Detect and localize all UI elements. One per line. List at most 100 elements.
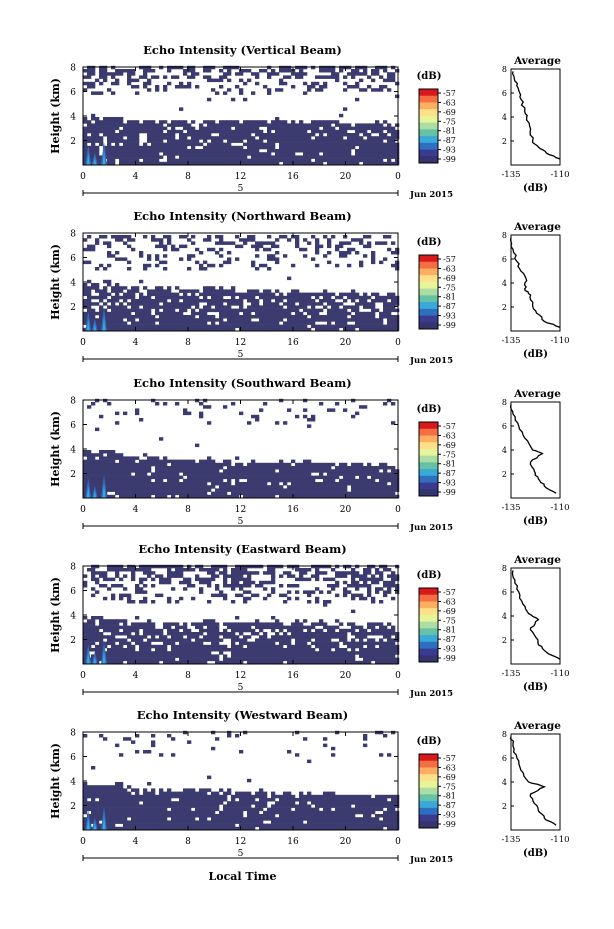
y-tick-label: 8 (70, 563, 76, 573)
heatmap-cells (83, 235, 400, 332)
average-x-tick-label: -135 (501, 503, 520, 513)
x-tick-label: 8 (185, 837, 191, 847)
average-frame (510, 234, 561, 332)
colorbar-swatch (419, 295, 438, 303)
x-tick-label: 4 (133, 505, 139, 515)
average-y-tick-label: 4 (502, 446, 507, 455)
colorbar-unit: (dB) (417, 736, 442, 747)
y-axis-label: Height (km) (49, 244, 62, 320)
average-y-tick-label: 4 (502, 113, 507, 122)
y-tick-label: 6 (70, 587, 76, 597)
colorbar-swatch (419, 462, 438, 470)
colorbar-tick-label: -69 (443, 441, 456, 450)
colorbar-tick-label: -75 (443, 782, 456, 791)
average-x-tick-label: -110 (550, 503, 569, 513)
colorbar-swatch (419, 754, 438, 762)
average-profile-line (509, 736, 557, 826)
average-profile-line (511, 71, 561, 160)
colorbar-tick-label: -81 (443, 127, 456, 136)
surface-echoes (85, 307, 107, 331)
colorbar-swatch (419, 109, 438, 117)
day-label: 5 (238, 184, 244, 194)
average-profile: Average 2 4 6 8 -135 -110(dB) (501, 388, 569, 527)
colorbar-swatch (419, 115, 438, 124)
colorbar-tick-label: -87 (443, 635, 456, 644)
colorbar-swatch (419, 821, 438, 829)
y-tick-label: 6 (70, 254, 76, 264)
beam-panel-1: Echo Intensity (Vertical Beam) 2 4 6 8 Height… (49, 43, 570, 200)
colorbar-swatch (419, 136, 438, 144)
x-tick-label: 0 (395, 837, 401, 847)
y-axis-label: Height (km) (49, 743, 62, 819)
y-axis-label: Height (km) (49, 411, 62, 487)
average-title: Average (513, 221, 561, 233)
date-label: Jun 2015 (409, 855, 453, 865)
average-y-tick-label: 8 (502, 398, 507, 407)
colorbar-swatch (419, 102, 438, 110)
colorbar-tick-label: -93 (443, 146, 456, 155)
day-label: 5 (238, 683, 244, 693)
day-bar: 5 Jun 2015 (82, 184, 453, 200)
average-profile: Average 2 4 6 8 -135 -110(dB) (501, 221, 569, 360)
average-y-tick-label: 6 (502, 422, 507, 431)
colorbar-swatch (419, 614, 438, 623)
beam-panel-2: Echo Intensity (Northward Beam) 2 4 6 8 Heigh… (49, 209, 570, 366)
y-tick-label: 8 (70, 230, 76, 240)
x-tick-label: 20 (340, 172, 352, 182)
average-profile: Average 2 4 6 8 -135 -110(dB) (501, 720, 569, 859)
average-y-tick-label: 2 (502, 303, 507, 312)
date-label: Jun 2015 (409, 190, 453, 200)
colorbar-tick-label: -99 (443, 321, 456, 330)
average-x-label: (dB) (523, 349, 548, 360)
colorbar-tick-label: -69 (443, 607, 456, 616)
colorbar-tick-label: -75 (443, 117, 456, 126)
colorbar-swatch (419, 469, 438, 477)
average-title: Average (513, 720, 561, 732)
surface-echoes (85, 640, 107, 664)
y-tick-label: 2 (70, 470, 76, 480)
colorbar-frame (418, 254, 439, 330)
average-title: Average (513, 55, 561, 67)
colorbar-swatch (419, 455, 438, 463)
x-tick-label: 4 (133, 671, 139, 681)
colorbar-swatch (419, 475, 438, 483)
surface-echoes (85, 141, 107, 165)
average-profile-line (509, 237, 561, 329)
date-label: Jun 2015 (409, 356, 453, 366)
colorbar-tick-label: -57 (443, 255, 456, 264)
colorbar-tick-label: -69 (443, 274, 456, 283)
x-tick-label: 8 (185, 338, 191, 348)
average-x-label: (dB) (523, 682, 548, 693)
colorbar-tick-label: -63 (443, 763, 456, 772)
x-tick-label: 20 (340, 338, 352, 348)
panel-title: Echo Intensity (Eastward Beam) (138, 542, 346, 556)
y-axis-label: Height (km) (49, 78, 62, 154)
y-tick-label: 8 (70, 64, 76, 74)
colorbar-tick-label: -57 (443, 754, 456, 763)
colorbar-tick-label: -99 (443, 155, 456, 164)
surface-echoes (85, 806, 107, 830)
average-x-label: (dB) (523, 516, 548, 527)
average-x-tick-label: -135 (501, 336, 520, 346)
colorbar-swatch (419, 814, 438, 822)
x-axis: 0 4 8 12 16 20 0 (80, 233, 401, 348)
x-tick-label: 4 (133, 338, 139, 348)
heatmap-cells (83, 564, 400, 665)
average-x-label: (dB) (523, 183, 548, 194)
x-tick-label: 8 (185, 172, 191, 182)
colorbar-swatch (419, 655, 438, 663)
colorbar-tick-label: -57 (443, 89, 456, 98)
colorbar-swatch (419, 275, 438, 283)
average-x-label: (dB) (523, 848, 548, 859)
day-bar: 5 Jun 2015 (82, 683, 453, 699)
x-tick-label: 12 (235, 172, 246, 182)
x-axis: 0 4 8 12 16 20 0 (80, 732, 401, 847)
average-y-tick-label: 2 (502, 470, 507, 479)
colorbar-swatch (419, 89, 438, 97)
colorbar-swatch (419, 608, 438, 616)
colorbar-swatch (419, 122, 438, 130)
colorbar: (dB)-57-63-69-75-81-87-93-99 (417, 71, 456, 164)
x-tick-label: 16 (287, 837, 299, 847)
colorbar-swatch (419, 268, 438, 276)
